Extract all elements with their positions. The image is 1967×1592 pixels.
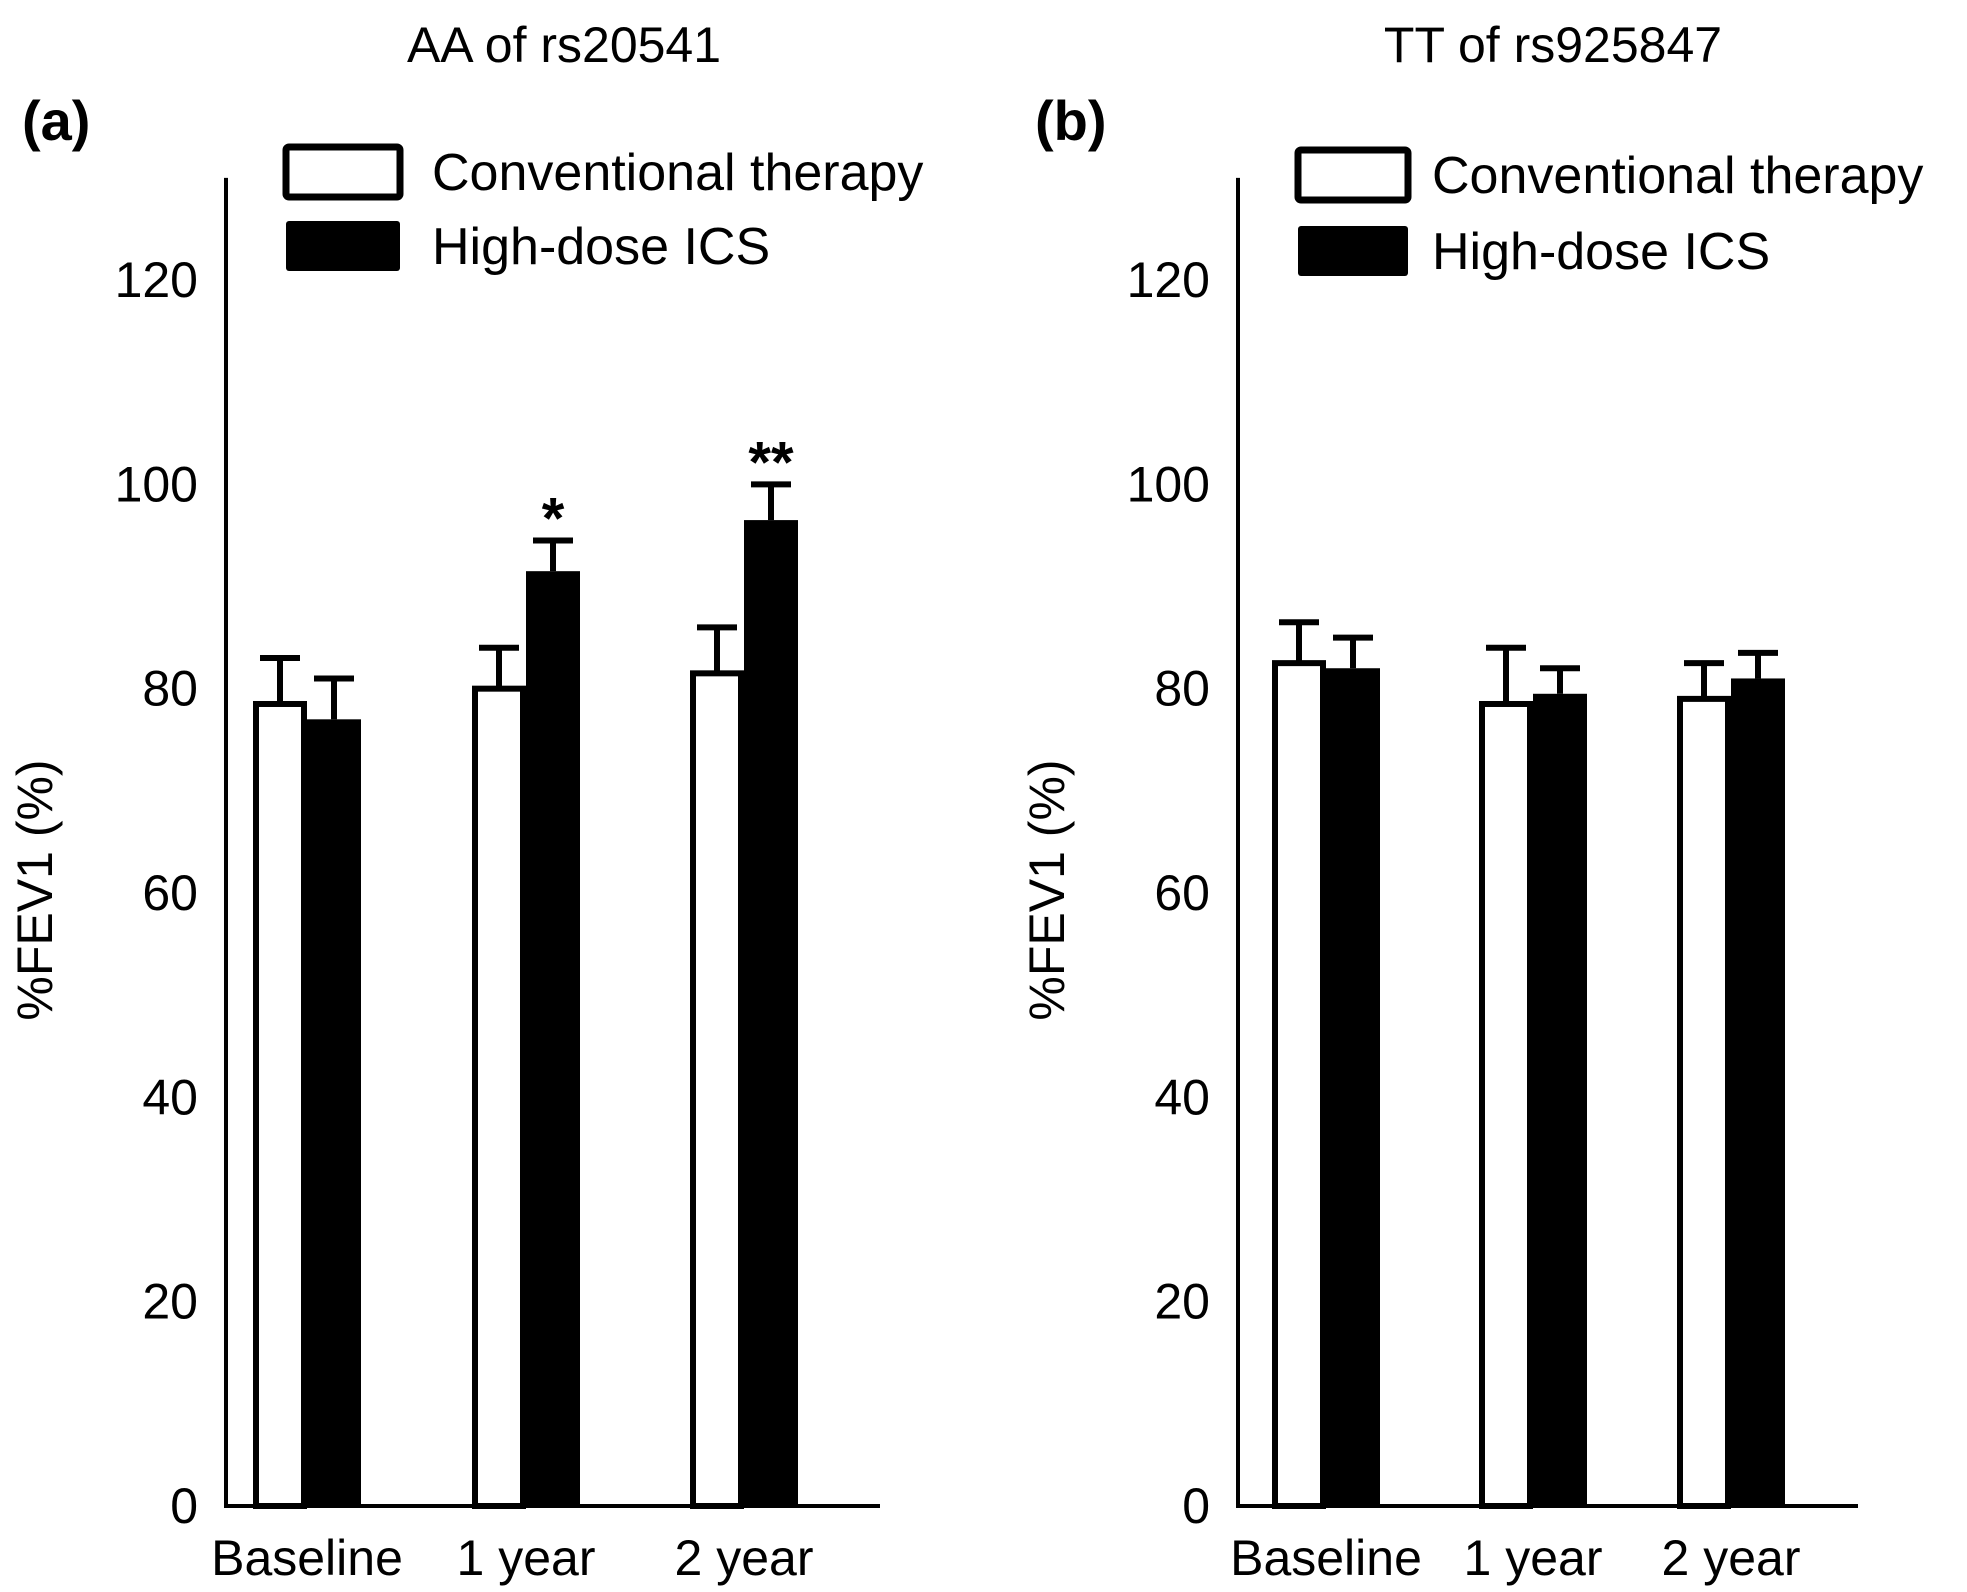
x-tick-label: Baseline <box>1230 1530 1422 1586</box>
x-tick-label: 2 year <box>675 1530 814 1586</box>
bar-high-dose <box>744 520 798 1506</box>
y-tick-label: 20 <box>142 1274 198 1330</box>
bar-conventional <box>690 670 744 1509</box>
legend-label: Conventional therapy <box>432 144 923 202</box>
y-tick-label: 60 <box>142 865 198 921</box>
bar-high-dose <box>1533 693 1587 1506</box>
y-axis-label: %FEV1 (%) <box>7 759 63 1020</box>
panel-a: AA of rs20541 (a) 0 20 40 60 80 100 120 %FEV1 (%)… <box>7 17 923 1586</box>
bar-high-dose <box>526 571 580 1506</box>
panel-label: (a) <box>22 89 90 152</box>
significance-marker: * <box>542 487 565 552</box>
y-tick-label: 100 <box>1127 456 1210 512</box>
y-tick-label: 0 <box>1182 1478 1210 1534</box>
x-tick-label: 2 year <box>1662 1530 1801 1586</box>
legend-label: High-dose ICS <box>1432 223 1770 281</box>
bar-high-dose <box>1326 668 1380 1506</box>
x-tick-label: 1 year <box>1464 1530 1603 1586</box>
panel-label: (b) <box>1035 89 1107 152</box>
x-tick-label: Baseline <box>211 1530 403 1586</box>
y-tick-label: 20 <box>1154 1274 1210 1330</box>
y-tick-label: 40 <box>1154 1069 1210 1125</box>
legend-swatch <box>1294 146 1412 204</box>
legend-label: Conventional therapy <box>1432 147 1923 205</box>
y-tick-label: 120 <box>1127 252 1210 308</box>
y-tick-label: 40 <box>142 1069 198 1125</box>
legend-swatch <box>1298 226 1408 276</box>
y-tick-label: 60 <box>1154 865 1210 921</box>
bar-conventional <box>472 685 526 1509</box>
y-axis-label: %FEV1 (%) <box>1019 759 1075 1020</box>
bar-conventional <box>1272 660 1326 1509</box>
significance-marker: ** <box>748 430 794 495</box>
chart-title: TT of rs925847 <box>1384 17 1722 73</box>
legend-swatch <box>286 221 400 271</box>
bar-high-dose <box>307 719 361 1506</box>
panel-b: TT of rs925847 (b) 0 20 40 60 80 100 120 %FEV1 (%… <box>1019 17 1923 1586</box>
y-tick-label: 100 <box>115 456 198 512</box>
x-tick-label: 1 year <box>457 1530 596 1586</box>
y-tick-label: 0 <box>170 1478 198 1534</box>
bar-conventional <box>253 700 307 1509</box>
legend-label: High-dose ICS <box>432 218 770 276</box>
bar-conventional <box>1479 700 1533 1509</box>
y-tick-label: 80 <box>142 661 198 717</box>
bar-high-dose <box>1731 678 1785 1506</box>
y-tick-label: 120 <box>115 252 198 308</box>
y-tick-label: 80 <box>1154 661 1210 717</box>
chart-title: AA of rs20541 <box>407 17 721 73</box>
legend-swatch <box>282 143 404 201</box>
bar-conventional <box>1677 695 1731 1509</box>
